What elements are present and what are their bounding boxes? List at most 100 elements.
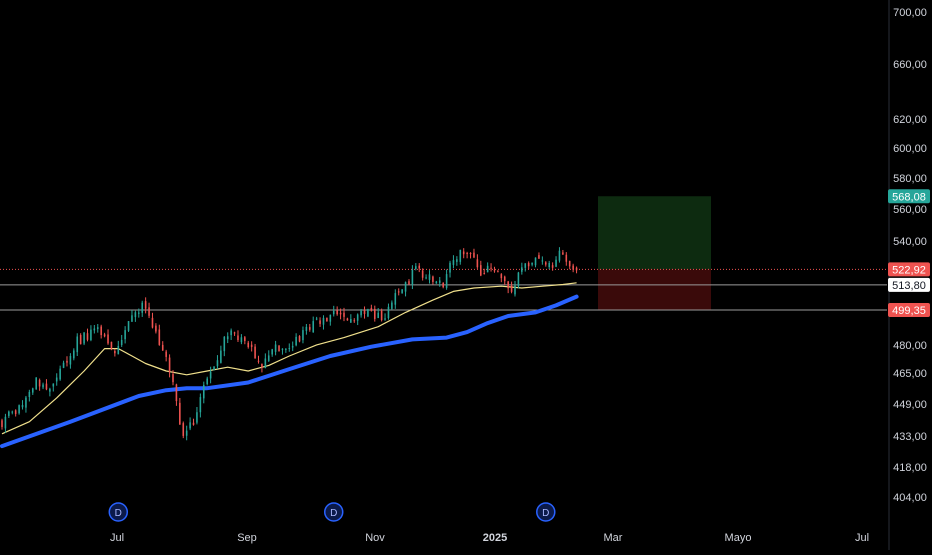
candle-body: [497, 271, 499, 273]
y-tick-label: 465,00: [893, 368, 927, 380]
candle-body: [93, 328, 96, 331]
candle-body: [151, 317, 154, 328]
candle-body: [315, 318, 318, 320]
price-label: 499,35: [892, 305, 926, 317]
price-label-box: [888, 277, 930, 292]
candle-body: [527, 262, 530, 267]
candle-body: [76, 336, 79, 353]
candle-body: [226, 336, 229, 340]
candle-body: [107, 334, 109, 344]
candle-body: [52, 383, 55, 387]
candle-body: [490, 267, 492, 269]
candle-body: [438, 280, 441, 283]
candle-body: [442, 282, 444, 288]
candle-body: [483, 272, 486, 274]
candle-body: [555, 259, 557, 267]
candle-body: [343, 312, 345, 317]
candle-body: [38, 379, 41, 387]
price-label-box: [888, 303, 930, 318]
time-axis[interactable]: Jul Sep Nov 2025 Mar Mayo Jul: [110, 532, 869, 544]
candle-body: [161, 344, 164, 351]
candle-body: [370, 307, 373, 311]
candle-body: [480, 265, 482, 276]
candle-body: [360, 310, 362, 316]
candle-body: [493, 270, 496, 272]
candle-body: [449, 262, 451, 273]
candle-body: [350, 318, 352, 323]
candle-body: [131, 315, 133, 322]
price-labels: 522,92 513,80 499,35 568,08: [888, 189, 930, 318]
candle-body: [397, 291, 400, 293]
candle-body: [288, 348, 291, 350]
candle-body: [103, 334, 106, 337]
candle-body: [230, 330, 232, 336]
candle-body: [278, 345, 280, 352]
candle-body: [220, 350, 222, 363]
candle-body: [96, 327, 99, 330]
candle-body: [459, 249, 462, 262]
y-tick-label: 580,00: [893, 173, 927, 185]
candle-body: [110, 341, 113, 349]
candle-body: [182, 423, 185, 436]
candle-body: [189, 422, 191, 429]
fast-ma-line: [1, 282, 577, 435]
candle-body: [250, 344, 253, 347]
candle-body: [373, 308, 376, 319]
candle-body: [179, 402, 181, 425]
candle-body: [90, 329, 92, 341]
y-tick-label: 600,00: [893, 143, 927, 155]
candle-body: [391, 302, 393, 309]
candle-body: [223, 336, 226, 352]
candle-body: [45, 383, 48, 390]
price-axis[interactable]: 700,00 660,00 620,00 600,00 580,00 560,00 540,…: [888, 0, 927, 550]
candle-body: [240, 337, 243, 343]
price-label-box: [888, 262, 930, 277]
candle-body: [514, 285, 516, 295]
candle-body: [305, 326, 308, 331]
position-tool[interactable]: [598, 196, 711, 311]
candle-body: [517, 272, 520, 287]
candle-body: [534, 257, 537, 266]
candle-body: [428, 274, 431, 280]
candle-body: [394, 293, 397, 305]
candle-body: [172, 374, 174, 383]
candle-body: [42, 384, 44, 388]
y-tick-label: 660,00: [893, 59, 927, 71]
candle-body: [21, 405, 24, 408]
slow-moving-average: [0, 294, 579, 449]
price-label: 513,80: [892, 280, 926, 292]
profit-zone[interactable]: [598, 196, 711, 270]
candle-body: [326, 317, 328, 322]
candle-body: [298, 336, 301, 342]
candle-body: [507, 281, 509, 289]
price-label-box: [888, 189, 930, 204]
candle-body: [387, 306, 390, 319]
candle-body: [62, 362, 65, 368]
candle-body: [486, 265, 489, 273]
candle-body: [274, 344, 277, 352]
candle-body: [8, 411, 10, 416]
candle-body: [185, 430, 188, 436]
candle-body: [158, 329, 161, 345]
candle-body: [353, 320, 356, 322]
dividend-marker[interactable]: [108, 502, 129, 522]
candle-body: [18, 405, 20, 414]
dividend-marker[interactable]: [536, 502, 556, 522]
x-tick-label: Nov: [365, 532, 385, 544]
candle-body: [380, 310, 383, 321]
candle-body: [28, 391, 31, 398]
stop-zone[interactable]: [598, 269, 711, 311]
dividend-marker-label: D: [542, 508, 549, 519]
candle-body: [206, 378, 208, 385]
candle-body: [4, 416, 7, 429]
candle-body: [363, 310, 366, 315]
candle-body: [544, 262, 547, 265]
candle-body: [168, 357, 171, 373]
y-tick-label: 480,00: [893, 340, 927, 352]
dividend-marker-label: D: [115, 508, 122, 519]
candle-body: [336, 310, 338, 315]
dividend-marker[interactable]: [323, 502, 344, 522]
